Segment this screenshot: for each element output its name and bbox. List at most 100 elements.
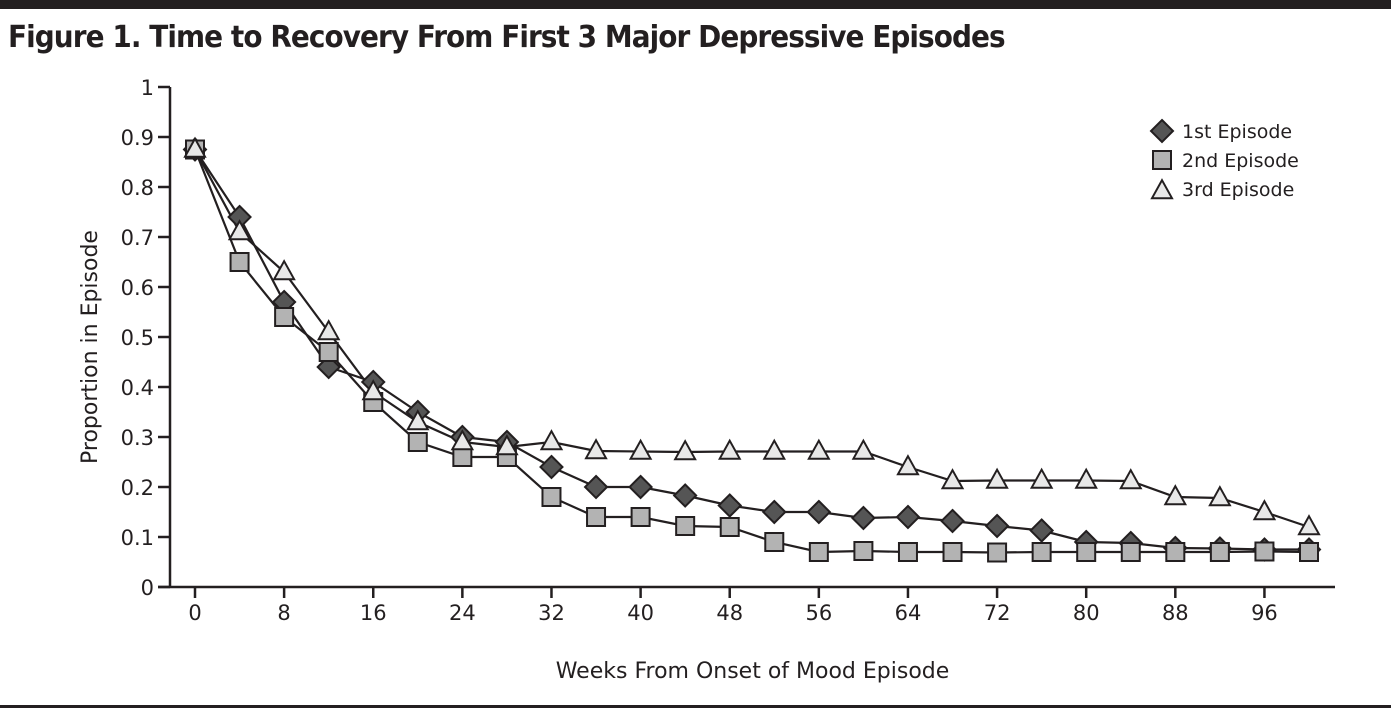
x-tick-label: 56 [805, 601, 832, 625]
data-point-square [942, 542, 963, 562]
data-point-square [675, 516, 696, 536]
data-point-triangle [450, 429, 475, 451]
y-tick-label: 0.3 [121, 426, 154, 450]
top-rule [0, 0, 1391, 9]
data-point-triangle [272, 259, 296, 281]
x-tick-label: 96 [1251, 601, 1278, 625]
data-point-triangle [406, 409, 430, 431]
data-point-square [808, 542, 829, 562]
x-tick-label: 80 [1073, 601, 1100, 625]
data-point-square [1299, 542, 1319, 562]
y-tick-label: 0.6 [121, 276, 154, 300]
data-point-triangle [1297, 514, 1321, 536]
figure-title: Figure 1. Time to Recovery From First 3 … [8, 20, 1006, 55]
data-point-triangle [628, 438, 653, 460]
data-point-triangle [673, 439, 697, 461]
y-tick-label: 1 [141, 76, 154, 100]
legend-marker-square [1152, 150, 1172, 170]
legend-label: 2nd Episode [1182, 150, 1299, 172]
data-point-triangle [851, 438, 876, 460]
data-point-square [1209, 542, 1230, 562]
data-point-diamond [1029, 518, 1055, 543]
data-point-triangle [584, 438, 608, 460]
data-point-triangle [1029, 467, 1054, 489]
data-point-square [318, 342, 339, 362]
data-point-triangle [539, 429, 564, 451]
data-point-square [764, 532, 785, 552]
y-tick-label: 0.1 [121, 526, 154, 550]
data-point-square [274, 307, 295, 327]
data-point-square [541, 487, 562, 507]
legend: 1st Episode 2nd Episode 3rd Episode [1149, 118, 1299, 201]
x-tick-label: 64 [895, 601, 922, 625]
data-point-triangle [316, 319, 341, 341]
data-point-triangle [985, 467, 1009, 489]
series-line-2 [193, 149, 1310, 554]
y-axis-title: Proportion in Episode [78, 230, 103, 464]
data-point-square [987, 542, 1008, 563]
series-line-3 [194, 148, 1310, 529]
data-point-triangle [718, 438, 742, 460]
y-tick-label: 0.4 [121, 376, 154, 400]
data-point-square [586, 507, 607, 527]
legend-label: 1st Episode [1182, 121, 1292, 143]
data-point-triangle [495, 434, 519, 456]
data-point-triangle [762, 438, 786, 460]
data-point-square [853, 541, 874, 561]
x-tick-label: 40 [627, 601, 654, 625]
x-tick-label: 24 [449, 601, 476, 625]
data-point-diamond [672, 483, 698, 508]
legend-marker-triangle [1150, 178, 1174, 200]
data-point-square [1031, 542, 1052, 562]
data-point-diamond [717, 493, 743, 518]
data-point-triangle [1074, 467, 1098, 489]
legend-marker-diamond [1149, 118, 1175, 144]
data-point-diamond [628, 474, 654, 500]
y-tick-label: 0.7 [121, 226, 154, 250]
x-tick-label: 32 [538, 601, 565, 625]
x-tick-label: 16 [360, 601, 387, 625]
y-tick-label: 0.5 [121, 326, 154, 350]
x-tick-label: 72 [984, 601, 1011, 625]
data-point-square [1165, 542, 1186, 562]
data-point-square [1120, 542, 1141, 562]
series-markers [182, 136, 1322, 563]
y-tick-label: 0.8 [121, 176, 154, 200]
data-point-triangle [896, 454, 920, 476]
y-tick-label: 0.9 [121, 126, 154, 150]
data-point-triangle [361, 379, 385, 401]
data-point-diamond [761, 499, 787, 525]
series-lines [193, 148, 1310, 554]
x-axis-title: Weeks From Onset of Mood Episode [556, 659, 950, 684]
legend-label: 3rd Episode [1182, 179, 1294, 201]
data-point-triangle [1208, 485, 1232, 507]
data-point-diamond [539, 454, 564, 480]
data-point-diamond [583, 474, 609, 500]
data-point-diamond [940, 508, 965, 534]
y-tick-label: 0 [141, 576, 154, 600]
y-ticks: 0 0.1 0.2 0.3 0.4 0.5 0.6 0.7 0.8 0.9 1 [121, 76, 170, 600]
data-point-triangle [227, 219, 252, 241]
data-point-square [407, 432, 428, 452]
y-tick-label: 0.2 [121, 476, 154, 500]
data-point-square [719, 517, 740, 537]
data-point-triangle [183, 136, 207, 158]
series-1-markers [182, 137, 1322, 562]
data-point-square [229, 252, 250, 272]
data-point-diamond [850, 505, 876, 531]
data-point-square [452, 447, 473, 467]
data-point-diamond [984, 513, 1010, 539]
x-tick-label: 48 [716, 601, 743, 625]
data-point-square [630, 507, 651, 527]
data-point-triangle [1163, 484, 1188, 506]
data-point-triangle [1252, 499, 1277, 521]
series-2-markers [185, 139, 1319, 563]
x-tick-label: 8 [277, 601, 290, 625]
data-point-triangle [1119, 468, 1143, 490]
data-point-triangle [940, 468, 965, 490]
data-point-square [1076, 542, 1097, 562]
data-point-triangle [807, 438, 831, 460]
data-point-square [897, 542, 918, 562]
bottom-rule [0, 705, 1391, 708]
